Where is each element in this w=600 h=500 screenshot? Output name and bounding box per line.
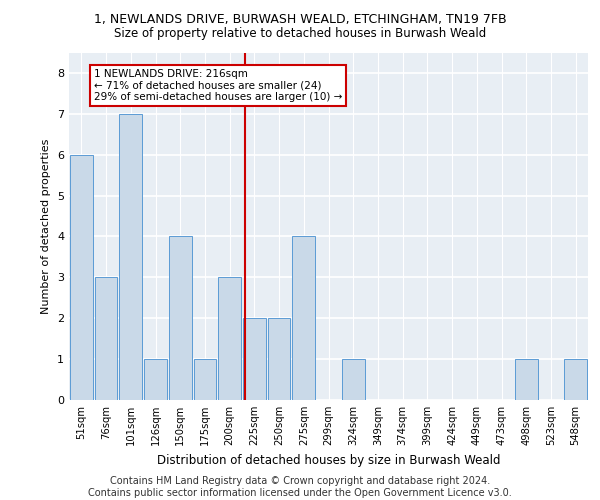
Text: Size of property relative to detached houses in Burwash Weald: Size of property relative to detached ho…: [114, 28, 486, 40]
Bar: [144, 359, 167, 400]
Y-axis label: Number of detached properties: Number of detached properties: [41, 138, 52, 314]
Bar: [342, 359, 365, 400]
Bar: [292, 236, 315, 400]
Bar: [564, 359, 587, 400]
X-axis label: Distribution of detached houses by size in Burwash Weald: Distribution of detached houses by size …: [157, 454, 500, 466]
Bar: [169, 236, 191, 400]
Bar: [70, 154, 93, 400]
Bar: [268, 318, 290, 400]
Text: 1 NEWLANDS DRIVE: 216sqm
← 71% of detached houses are smaller (24)
29% of semi-d: 1 NEWLANDS DRIVE: 216sqm ← 71% of detach…: [94, 69, 342, 102]
Text: Contains HM Land Registry data © Crown copyright and database right 2024.
Contai: Contains HM Land Registry data © Crown c…: [88, 476, 512, 498]
Bar: [95, 278, 118, 400]
Bar: [515, 359, 538, 400]
Bar: [119, 114, 142, 400]
Bar: [243, 318, 266, 400]
Bar: [218, 278, 241, 400]
Bar: [194, 359, 216, 400]
Text: 1, NEWLANDS DRIVE, BURWASH WEALD, ETCHINGHAM, TN19 7FB: 1, NEWLANDS DRIVE, BURWASH WEALD, ETCHIN…: [94, 12, 506, 26]
